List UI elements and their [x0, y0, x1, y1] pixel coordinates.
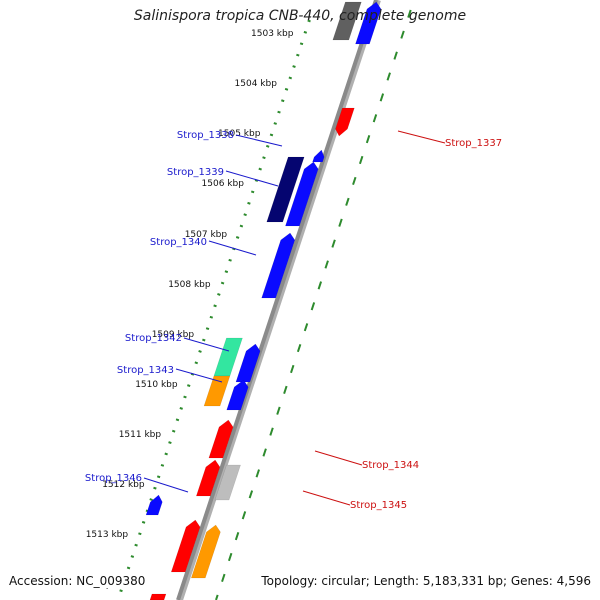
gene-label: Strop_1337: [445, 138, 502, 149]
kbp-label: 1510 kbp: [135, 380, 178, 390]
gene-block-strop-1344: [208, 419, 234, 459]
map-title: Salinispora tropica CNB-440, complete ge…: [133, 8, 467, 24]
gene-label: Strop_1344: [362, 460, 419, 471]
kbp-label: 1509 kbp: [152, 330, 195, 340]
gene-block-strop-1345: [214, 464, 241, 501]
gene-block-strop-1339-b: [285, 161, 319, 227]
gene-block-strop-1338: [312, 149, 325, 163]
gene-block-strop-1340: [261, 232, 296, 299]
gene-label: Strop_1338: [177, 130, 234, 141]
backbone: [176, 0, 378, 600]
gene-leader-line: [175, 368, 223, 383]
gene-leader-line: [208, 240, 257, 256]
gene-block-top-gray: [332, 1, 362, 41]
genome-summary-text: Topology: circular; Length: 5,183,331 bp…: [259, 574, 591, 588]
gene-block-strop-1344-b: [195, 459, 221, 497]
gene-leader-line: [314, 450, 363, 466]
gene-block-bottom-red: [149, 593, 167, 600]
kbp-label: 1513 kbp: [86, 530, 129, 540]
gene-block-strop-1343: [203, 375, 231, 407]
gene-label: Strop_1342: [125, 333, 182, 344]
gene-leader-line: [235, 134, 283, 147]
gene-label: Strop_1340: [150, 237, 207, 248]
kbp-label: 1511 kbp: [119, 430, 162, 440]
gene-leader-line: [143, 477, 189, 493]
gene-label: Strop_1343: [117, 365, 174, 376]
gene-label: Strop_1345: [350, 500, 407, 511]
right-tick-track: [215, 9, 412, 600]
gene-block-strop-1337: [335, 107, 355, 137]
kbp-label: 1505 kbp: [218, 129, 261, 139]
kbp-label: 1512 kbp: [102, 480, 145, 490]
gene-block-strop-1343-b: [226, 379, 249, 411]
gene-leader-line: [302, 490, 351, 506]
gene-leader-line: [183, 337, 230, 352]
gene-block-red-lower: [170, 519, 201, 573]
gene-block-strop-1342-b: [235, 343, 261, 383]
gene-block-strop-1339: [266, 156, 305, 223]
gene-block-orange-lower: [190, 524, 221, 579]
gene-block-strop-1342: [213, 337, 243, 377]
gene-label: Strop_1339: [167, 167, 224, 178]
gene-block-top-blue: [355, 1, 382, 45]
kbp-label: 1506 kbp: [202, 179, 245, 189]
gene-block-strop-1346: [145, 494, 163, 516]
kbp-label: 1508 kbp: [168, 280, 211, 290]
accession-text: Accession: NC_009380: [9, 574, 148, 588]
kbp-label: 1507 kbp: [185, 230, 228, 240]
kbp-label: 1504 kbp: [235, 79, 278, 89]
gene-label: Strop_1346: [85, 473, 142, 484]
gene-leader-line: [225, 170, 279, 187]
gene-leader-line: [397, 130, 446, 144]
kbp-label: 1503 kbp: [251, 29, 294, 39]
